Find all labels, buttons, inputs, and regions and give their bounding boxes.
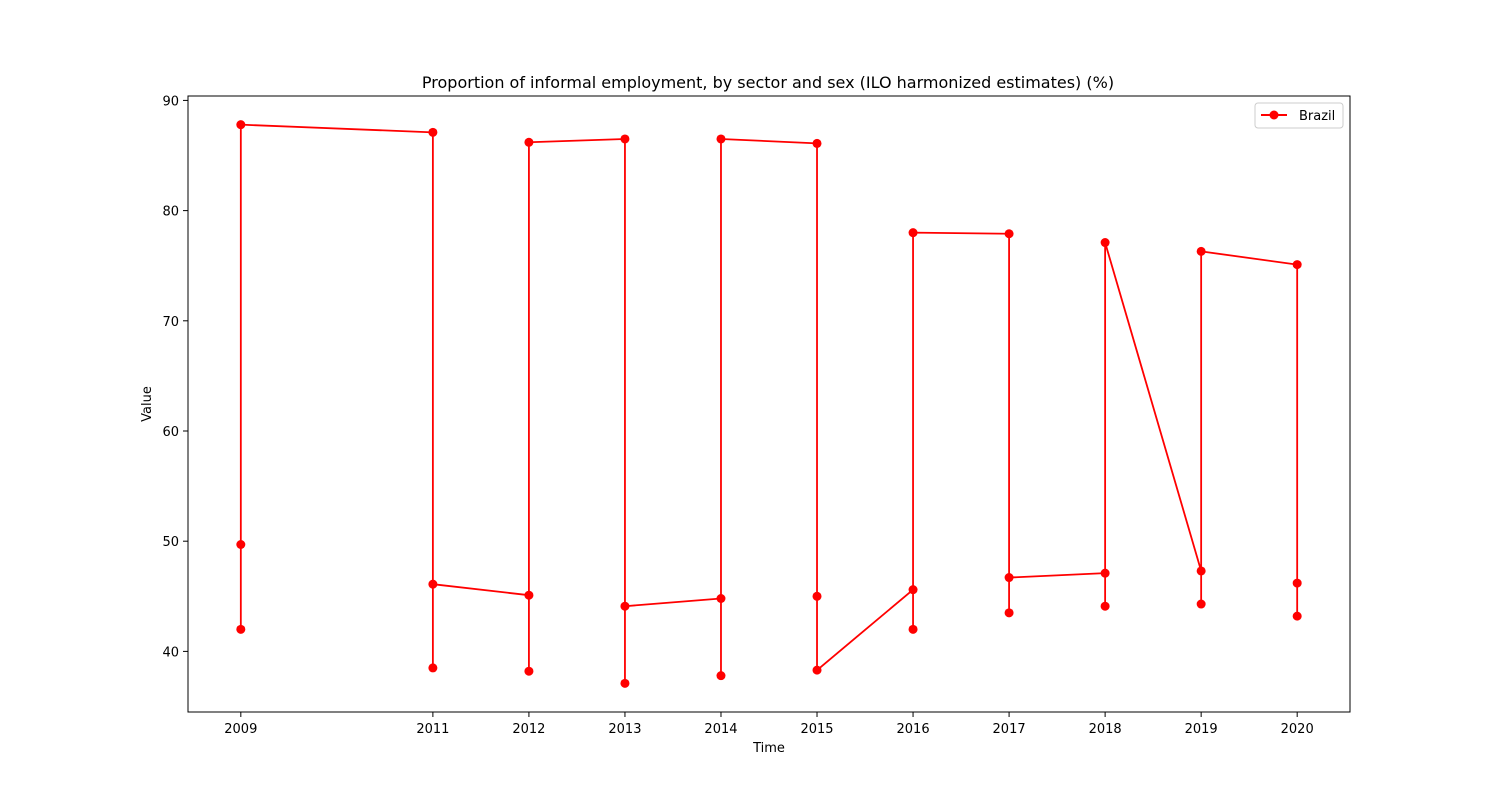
x-tick-label: 2012 — [512, 722, 545, 737]
data-point — [1196, 599, 1206, 609]
data-point — [1004, 608, 1014, 618]
data-point — [524, 137, 534, 147]
chart-title: Proportion of informal employment, by se… — [422, 73, 1114, 92]
x-tick-label: 2016 — [897, 722, 930, 737]
data-point — [1196, 566, 1206, 576]
series-layer — [236, 120, 1302, 688]
y-axis-title: Value — [140, 386, 155, 422]
data-point — [620, 601, 630, 611]
data-point — [1100, 238, 1110, 248]
data-point — [236, 540, 246, 550]
legend-marker-brazil — [1269, 110, 1279, 120]
x-tick-label: 2018 — [1089, 722, 1122, 737]
data-point — [716, 134, 726, 144]
x-tick-label: 2009 — [224, 722, 257, 737]
x-tick-label: 2020 — [1281, 722, 1314, 737]
data-point — [620, 678, 630, 688]
data-point — [428, 579, 438, 589]
data-point — [812, 138, 822, 148]
data-point — [908, 228, 918, 238]
y-tick-label: 90 — [162, 94, 179, 109]
y-axis: 40 50 60 70 80 90 — [162, 94, 188, 660]
data-point — [908, 624, 918, 634]
y-tick-label: 70 — [162, 315, 179, 330]
y-tick-label: 50 — [162, 535, 179, 550]
legend: Brazil — [1254, 102, 1344, 129]
y-tick-label: 40 — [162, 645, 179, 660]
data-point — [236, 624, 246, 634]
data-point — [428, 127, 438, 137]
data-point — [908, 585, 918, 595]
x-axis: 2009 2011 2012 2013 2014 2015 2016 2017 2018 2019… — [224, 712, 1314, 737]
x-tick-label: 2019 — [1185, 722, 1218, 737]
data-point — [1292, 611, 1302, 621]
legend-box — [1254, 102, 1344, 129]
x-tick-label: 2011 — [416, 722, 449, 737]
data-point — [1004, 573, 1014, 583]
data-point — [812, 665, 822, 675]
x-tick-label: 2015 — [800, 722, 833, 737]
data-point — [1100, 601, 1110, 611]
x-axis-title: Time — [752, 741, 785, 756]
data-point — [524, 590, 534, 600]
x-tick-label: 2014 — [704, 722, 737, 737]
data-point — [524, 666, 534, 676]
data-point — [1292, 260, 1302, 270]
legend-label-brazil: Brazil — [1299, 109, 1335, 124]
data-point — [716, 671, 726, 681]
data-point — [236, 120, 246, 130]
y-tick-label: 60 — [162, 425, 179, 440]
y-tick-label: 80 — [162, 205, 179, 220]
data-point — [1292, 578, 1302, 588]
x-tick-label: 2017 — [993, 722, 1026, 737]
data-point — [812, 591, 822, 601]
data-point — [428, 663, 438, 673]
series-line-brazil — [239, 123, 1299, 685]
data-point — [1004, 229, 1014, 239]
data-point — [1100, 568, 1110, 578]
x-tick-label: 2013 — [608, 722, 641, 737]
data-point — [1196, 246, 1206, 256]
data-point — [716, 593, 726, 603]
data-point — [620, 134, 630, 144]
plot-area-frame — [187, 95, 1351, 713]
